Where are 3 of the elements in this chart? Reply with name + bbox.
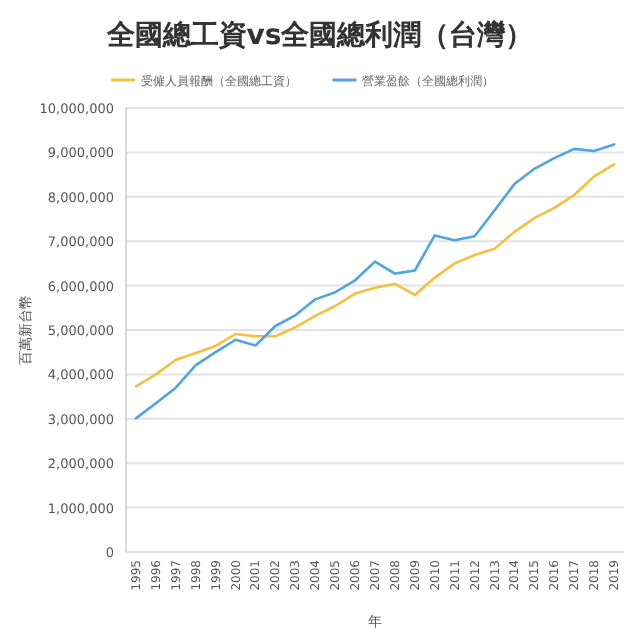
chart-title: 全國總工資vs全國總利潤（台灣） bbox=[104, 18, 534, 52]
line-series bbox=[134, 163, 616, 388]
line-series bbox=[134, 143, 616, 420]
